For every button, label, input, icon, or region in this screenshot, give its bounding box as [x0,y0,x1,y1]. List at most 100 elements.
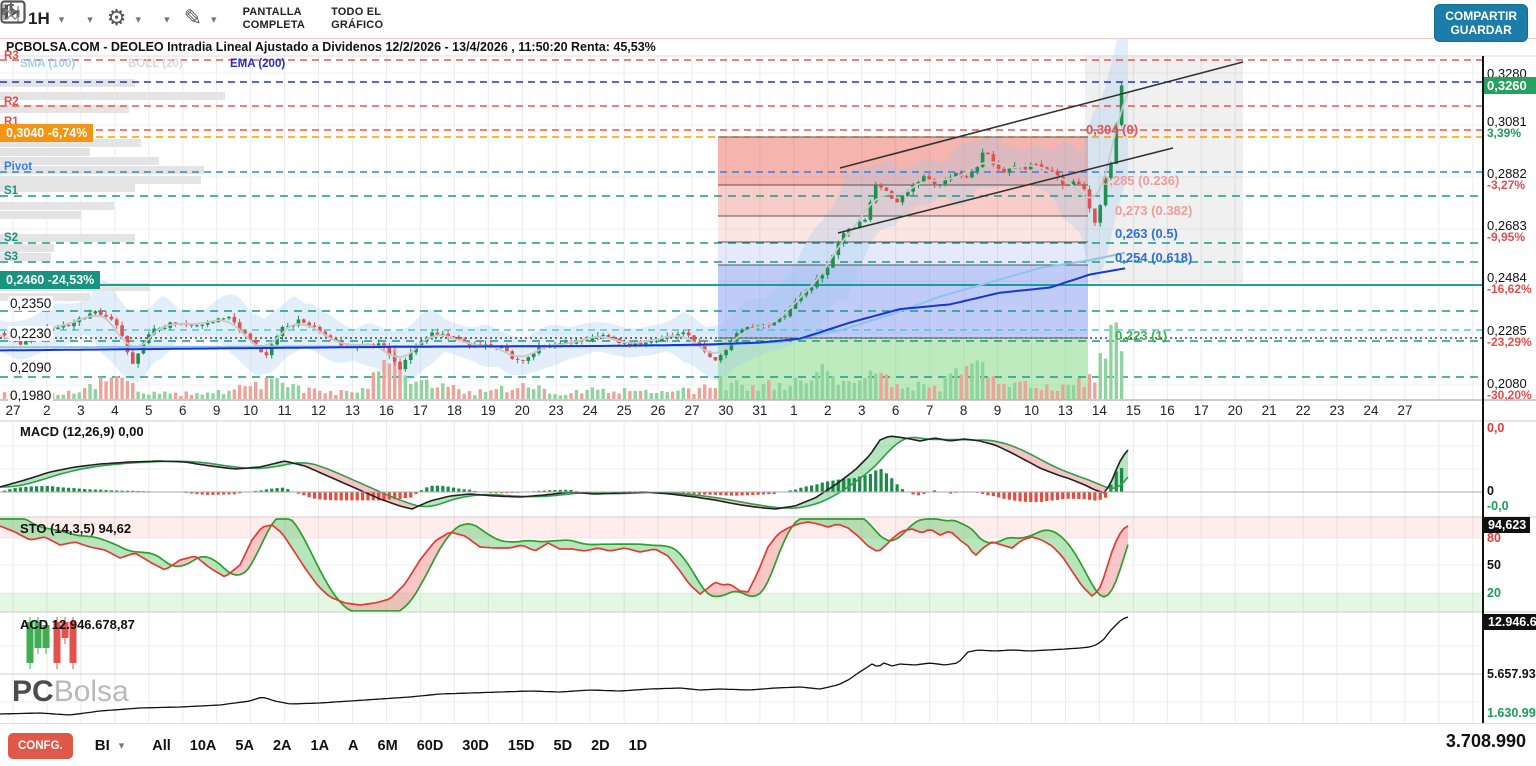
legend-item-1: BOLL (20) [128,58,183,70]
x-axis-label-16: 23 [548,403,564,418]
x-axis-label-20: 27 [684,403,700,418]
add-indicator-dropdown[interactable]: ▾ [2,2,170,26]
x-axis-label-26: 6 [891,403,900,418]
acd-panel-title: ACD 12.946.678,87 [20,617,135,632]
x-axis-label-24: 2 [824,403,832,418]
timeframe-button-2a[interactable]: 2A [272,737,292,754]
price-alert-badge-1: 0,2460 -24,53% [0,271,101,289]
x-axis-label-8: 11 [277,403,292,418]
x-axis-label-3: 4 [111,403,119,418]
fib-level-label-3: 0,263 (0.5) [1115,226,1178,241]
x-axis-label-34: 16 [1159,403,1175,418]
chevron-down-icon: ▾ [58,12,65,26]
timeframe-button-5d[interactable]: 5D [553,737,573,754]
acd-axis-badge: 12.946.678,87 [1484,614,1536,630]
timeframe-button-1d[interactable]: 1D [628,737,648,754]
timeframe-button-all[interactable]: All [152,737,171,754]
pivot-label-r3: R3 [4,50,19,62]
settings-dropdown[interactable]: ⚙ ▾ [107,8,141,30]
timeframe-button-6m[interactable]: 6M [377,737,398,754]
pivot-label-r2: R2 [4,96,19,108]
right-axis-price-3: 0,2683 [1487,218,1527,233]
x-axis-label-18: 25 [616,403,632,418]
x-axis-label-10: 13 [344,403,361,418]
scale-dropdown[interactable]: BI ▾ [95,737,125,754]
timeframe-button-1a[interactable]: 1A [310,737,330,754]
fib-level-label-4: 0,254 (0.618) [1115,250,1193,265]
pivot-label-pivot: Pivot [4,161,33,173]
fib-level-label-2: 0,273 (0.382) [1115,203,1193,218]
fib-level-label-5: 0,223 (1) [1115,328,1168,343]
sto-axis-1: 50 [1487,558,1501,572]
x-axis-label-15: 20 [514,403,530,418]
x-axis-label-32: 14 [1091,403,1107,418]
timeframe-dropdown[interactable]: 1H ▾ [28,9,64,29]
whole-chart-line2: GRÁFICO [331,19,384,31]
pencil-icon: ✎ [183,6,203,31]
macd-axis-1: 0 [1487,484,1494,498]
x-axis-label-19: 26 [650,403,666,418]
chart-type-dropdown[interactable]: ▾ [2,2,93,26]
save-label: GUARDAR [1450,23,1512,37]
right-axis-price-4: 0,2484 [1487,270,1527,285]
timeframe-button-a[interactable]: A [348,737,359,754]
x-axis-label-39: 23 [1329,403,1345,418]
pivot-label-s3: S3 [4,251,19,263]
x-axis-label-1: 2 [43,403,51,418]
x-axis-label-21: 30 [718,403,734,418]
x-axis-label-7: 10 [243,403,259,418]
right-axis-pct-1: 3,39% [1487,126,1522,140]
gridlines [0,56,1483,723]
timeframe-button-5a[interactable]: 5A [235,737,254,754]
macd-axis-2: -0,0 [1487,499,1509,513]
watermark-pc: PC [12,675,54,708]
chart-title: PCBOLSA.COM - DEOLEO Intradia Lineal Aju… [6,40,656,54]
x-axis-label-13: 18 [446,403,462,418]
session-volume: 3.708.990 [1445,731,1526,751]
fullscreen-button[interactable]: PANTALLA COMPLETA [243,6,306,32]
right-axis-pct-6: -30,20% [1487,388,1532,402]
timeframe-label: 1H [28,9,50,28]
draw-tools-dropdown[interactable]: ✎ ▾ [184,8,217,30]
share-save-button[interactable]: COMPARTIR GUARDAR [1434,4,1528,42]
timeframe-button-10a[interactable]: 10A [189,737,217,754]
x-axis-label-29: 9 [993,403,1002,418]
watermark-bolsa: Bolsa [53,675,129,708]
x-axis-label-11: 16 [378,403,394,418]
sto-panel-title: STO (14,3,5) 94,62 [20,521,132,536]
config-button[interactable]: CONFG. [8,732,73,759]
timeframe-button-30d[interactable]: 30D [462,737,489,754]
x-axis-label-38: 22 [1295,403,1311,418]
title-row: PCBOLSA.COM - DEOLEO Intradia Lineal Aju… [0,38,1536,56]
chevron-down-icon: ▾ [118,739,125,752]
x-axis-label-2: 3 [77,403,85,418]
price-alert-badge-0: 0,3040 -6,74% [0,124,94,142]
pivot-label-s2: S2 [4,232,19,244]
indicator-panels [0,55,1536,723]
macd-panel-title: MACD (12,26,9) 0,00 [20,424,144,439]
x-axis-label-30: 10 [1023,403,1040,418]
x-axis-label-37: 21 [1261,403,1277,418]
x-axis-label-23: 1 [790,403,798,418]
acd-axis-1: 1.630.990 [1487,706,1536,720]
x-axis-label-0: 27 [5,403,21,418]
chevron-down-icon: ▾ [164,12,170,26]
timeframe-button-15d[interactable]: 15D [507,737,535,754]
toolbar: 1H ▾ ▾ ⚙ ▾ ▾ [0,0,1536,39]
chevron-down-icon: ▾ [135,12,142,26]
x-axis-label-41: 27 [1397,403,1413,418]
last-price-badge: 0,3260 [1484,77,1536,94]
right-axis-pct-5: -23,29% [1487,335,1532,349]
timeframe-button-60d[interactable]: 60D [416,737,444,754]
right-axis-price-1: 0,3081 [1487,114,1527,129]
add-indicator-icon [2,2,20,20]
acd-axis-0: 5.657.936 [1487,667,1536,681]
fullscreen-line2: COMPLETA [242,19,306,31]
fullscreen-line1: PANTALLA [242,6,302,18]
right-axis-price-2: 0,2882 [1487,166,1527,181]
x-axis-label-14: 19 [480,403,496,418]
legend-item-2: EMA (200) [230,58,286,70]
timeframe-button-2d[interactable]: 2D [591,737,610,754]
pivot-label-s1: S1 [4,185,19,197]
whole-chart-button[interactable]: TODO EL GRÁFICO [331,6,383,32]
